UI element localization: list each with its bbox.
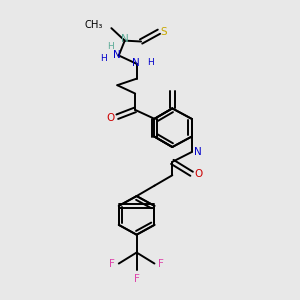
Text: O: O <box>107 113 115 123</box>
Text: H: H <box>148 58 154 68</box>
Text: H: H <box>107 42 114 51</box>
Text: F: F <box>158 260 164 269</box>
Text: N: N <box>132 58 140 68</box>
Text: CH₃: CH₃ <box>85 20 103 30</box>
Text: O: O <box>195 169 203 179</box>
Text: N: N <box>121 34 129 44</box>
Text: N: N <box>194 147 202 157</box>
Text: S: S <box>161 27 167 37</box>
Text: H: H <box>100 54 106 63</box>
Text: F: F <box>109 260 115 269</box>
Text: N: N <box>113 50 121 60</box>
Text: F: F <box>134 274 140 284</box>
